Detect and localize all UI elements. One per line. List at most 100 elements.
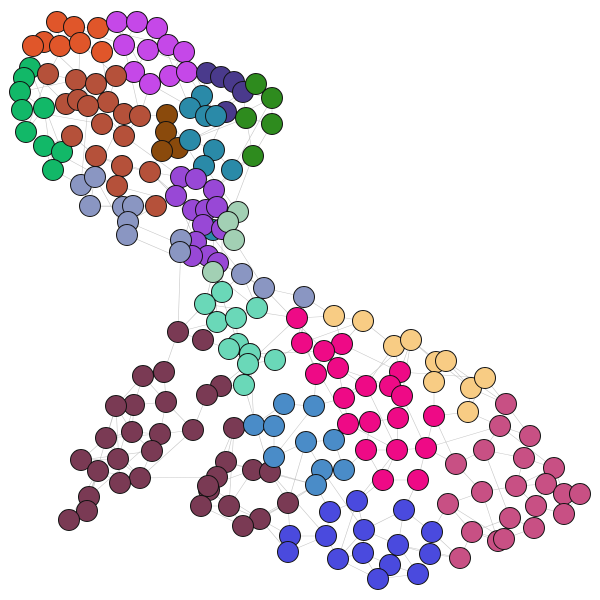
graph-node-slate — [231, 263, 253, 285]
graph-node-hotpink — [423, 405, 445, 427]
graph-node-peach — [435, 350, 457, 372]
graph-node-hotpink — [407, 469, 429, 491]
graph-node-hotpink — [387, 407, 409, 429]
node-layer — [9, 11, 591, 590]
graph-node-magenta — [113, 34, 135, 56]
graph-node-orange — [22, 35, 44, 57]
graph-node-slate — [253, 277, 275, 299]
graph-node-magenta — [173, 41, 195, 63]
graph-node-hotpink — [286, 307, 308, 329]
graph-node-rose — [445, 453, 467, 475]
graph-node-blue — [353, 519, 375, 541]
graph-node-rose — [495, 393, 517, 415]
graph-node-green — [15, 121, 37, 143]
graph-node-plum — [58, 509, 80, 531]
graph-node-rose — [437, 493, 459, 515]
graph-node-plum — [76, 500, 98, 522]
graph-node-peach — [423, 371, 445, 393]
graph-node-rose — [519, 425, 541, 447]
graph-node-blue — [407, 563, 429, 585]
graph-node-hotpink — [359, 411, 381, 433]
graph-node-rose — [505, 475, 527, 497]
graph-node-hotpink — [305, 363, 327, 385]
graph-node-plum — [155, 391, 177, 413]
graph-node-steelblue — [323, 429, 345, 451]
graph-node-rose — [569, 483, 591, 505]
graph-node-brick — [77, 95, 99, 117]
graph-node-slate — [116, 224, 138, 246]
graph-node-magenta — [106, 11, 128, 33]
graph-edge — [321, 469, 365, 531]
graph-node-rose — [535, 473, 557, 495]
graph-node-rose — [513, 447, 535, 469]
graph-node-forest — [235, 107, 257, 129]
graph-node-orange — [87, 17, 109, 39]
graph-node-aqua — [246, 297, 268, 319]
graph-node-rose — [489, 415, 511, 437]
graph-node-blue — [421, 521, 443, 543]
graph-node-blue — [419, 543, 441, 565]
graph-edge — [231, 97, 273, 171]
graph-node-hotpink — [386, 439, 408, 461]
graph-node-blue — [367, 568, 389, 590]
graph-node-plum — [105, 395, 127, 417]
graph-node-plum — [87, 460, 109, 482]
graph-node-rose — [461, 521, 483, 543]
graph-node-plum — [141, 440, 163, 462]
graph-node-plum — [197, 475, 219, 497]
graph-node-forest — [261, 113, 283, 135]
graph-node-steelblue — [303, 395, 325, 417]
graph-node-plum — [132, 365, 154, 387]
graph-node-plum — [192, 329, 214, 351]
graph-node-brick — [105, 65, 127, 87]
graph-node-plum — [223, 417, 245, 439]
graph-node-plum — [107, 448, 129, 470]
graph-node-plum — [277, 492, 299, 514]
graph-node-plum — [196, 384, 218, 406]
graph-node-aqua — [218, 338, 240, 360]
graph-node-brick — [145, 195, 167, 217]
graph-node-green — [33, 97, 55, 119]
graph-node-hotpink — [333, 387, 355, 409]
graph-node-peach — [474, 367, 496, 389]
graph-edge — [499, 425, 555, 469]
graph-node-rose — [553, 503, 575, 525]
graph-node-slate — [84, 166, 106, 188]
graph-node-brick — [37, 63, 59, 85]
graph-node-rose — [493, 528, 515, 550]
graph-node-teal — [221, 159, 243, 181]
graph-node-plum — [109, 472, 131, 494]
graph-node-slate — [79, 195, 101, 217]
graph-node-plum — [182, 419, 204, 441]
graph-edge — [483, 449, 511, 519]
graph-node-steelblue — [273, 393, 295, 415]
graph-node-rose — [473, 439, 495, 461]
graph-node-steelblue — [333, 459, 355, 481]
graph-node-aqua — [264, 349, 286, 371]
graph-node-blue — [379, 554, 401, 576]
graph-node-aqua — [233, 374, 255, 396]
graph-node-orange — [69, 32, 91, 54]
graph-node-rose — [449, 547, 471, 569]
graph-node-hotpink — [415, 437, 437, 459]
graph-node-green — [42, 159, 64, 181]
graph-node-hotpink — [337, 413, 359, 435]
graph-node-sage — [202, 261, 224, 283]
graph-node-forest — [245, 73, 267, 95]
graph-edge — [425, 425, 501, 449]
graph-node-peach — [352, 310, 374, 332]
graph-node-peach — [400, 329, 422, 351]
graph-node-brick — [61, 125, 83, 147]
graph-node-aqua — [206, 311, 228, 333]
graph-node-hotpink — [327, 357, 349, 379]
graph-node-magenta — [126, 11, 148, 33]
graph-node-plum — [190, 495, 212, 517]
graph-node-blue — [352, 542, 374, 564]
graph-node-brick — [65, 69, 87, 91]
graph-node-steelblue — [243, 414, 265, 436]
graph-node-blue — [387, 534, 409, 556]
graph-node-blue — [319, 501, 341, 523]
graph-node-plum — [153, 361, 175, 383]
graph-node-hotpink — [372, 469, 394, 491]
graph-node-brick — [113, 125, 135, 147]
